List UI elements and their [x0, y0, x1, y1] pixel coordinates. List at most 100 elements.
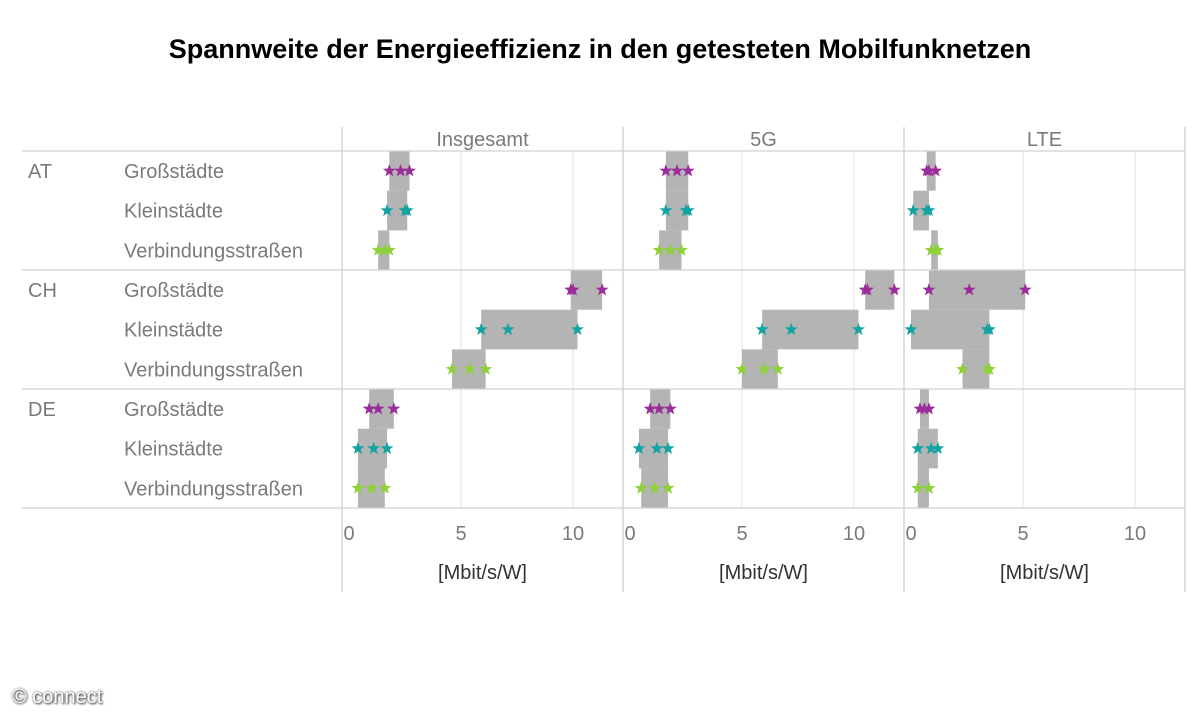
data-point-5g-ch-verbindungsstrassen-3 [771, 362, 785, 375]
tick-label-5g-0: 0 [624, 523, 635, 545]
data-point-5g-ch-kleinstaedte-2 [784, 322, 798, 336]
data-point-insgesamt-de-verbindungsstrassen-3 [378, 481, 392, 494]
data-point-insgesamt-ch-verbindungsstrassen-2 [463, 362, 477, 375]
data-point-insgesamt-ch-kleinstaedte-1 [474, 322, 488, 336]
data-point-insgesamt-ch-kleinstaedte-2 [501, 322, 515, 336]
data-point-insgesamt-de-verbindungsstrassen-1 [351, 481, 365, 494]
tick-label-insgesamt-0: 0 [343, 523, 354, 545]
range-bar-5g-at-kleinstaedte [665, 190, 689, 231]
tick-label-lte-10: 10 [1124, 523, 1146, 545]
data-point-lte-ch-verbindungsstrassen-1 [956, 362, 969, 375]
data-point-lte-de-verbindungsstrassen-1 [911, 481, 925, 494]
data-point-lte-ch-verbindungsstrassen-3 [982, 362, 996, 375]
data-point-5g-at-grossstaedte-1 [659, 164, 673, 177]
row-label-at-kleinstaedte: Kleinstädte [124, 201, 223, 223]
data-point-insgesamt-at-grossstaedte-2 [394, 164, 407, 177]
data-point-lte-ch-kleinstaedte-1 [904, 322, 918, 336]
data-point-insgesamt-at-verbindungsstrassen-1 [371, 243, 385, 256]
data-point-5g-de-verbindungsstrassen-2 [648, 481, 662, 494]
data-point-lte-at-grossstaedte-2 [922, 164, 936, 177]
row-label-de-grossstaedte: Großstädte [124, 399, 224, 421]
panel-header-lte: LTE [1027, 129, 1062, 151]
data-point-5g-at-grossstaedte-2 [670, 164, 684, 177]
row-label-at-grossstaedte: Großstädte [124, 161, 224, 183]
tick-label-lte-0: 0 [905, 523, 916, 545]
data-point-5g-ch-verbindungsstrassen-2 [757, 362, 771, 375]
data-point-lte-de-grossstaedte-2 [918, 402, 931, 415]
data-point-insgesamt-de-grossstaedte-3 [387, 402, 401, 415]
panel-header-insgesamt: Insgesamt [436, 129, 529, 151]
range-bar-lte-ch-grossstaedte [928, 270, 1026, 310]
group-label-ch: CH [28, 280, 57, 302]
range-bar-5g-ch-verbindungsstrassen [742, 349, 778, 390]
data-point-5g-at-kleinstaedte-1 [659, 203, 673, 217]
x-axis-label-5g: [Mbit/s/W] [719, 562, 808, 584]
data-point-5g-de-grossstaedte-1 [643, 402, 657, 415]
data-point-lte-at-kleinstaedte-1 [906, 203, 920, 217]
data-point-5g-ch-verbindungsstrassen-1 [735, 362, 749, 375]
data-point-lte-ch-kleinstaedte-3 [982, 322, 996, 336]
data-point-lte-at-grossstaedte-3 [929, 164, 943, 177]
data-point-lte-de-grossstaedte-1 [913, 402, 927, 415]
copyright-watermark: © connect [12, 686, 103, 708]
data-point-5g-at-verbindungsstrassen-3 [675, 243, 688, 256]
data-point-insgesamt-ch-verbindungsstrassen-1 [445, 362, 459, 375]
tick-label-5g-5: 5 [736, 523, 747, 545]
data-point-insgesamt-de-grossstaedte-1 [362, 402, 376, 415]
data-point-insgesamt-de-kleinstaedte-3 [380, 441, 394, 455]
tick-label-insgesamt-5: 5 [455, 523, 466, 545]
data-point-lte-at-verbindungsstrassen-3 [931, 243, 945, 256]
range-bar-lte-de-verbindungsstrassen [917, 468, 929, 509]
data-point-5g-at-verbindungsstrassen-1 [652, 243, 666, 256]
chart-title: Spannweite der Energieeffizienz in den g… [168, 34, 1032, 64]
data-point-5g-ch-grossstaedte-3 [887, 283, 901, 296]
data-point-insgesamt-at-grossstaedte-1 [382, 164, 396, 177]
data-point-5g-de-kleinstaedte-1 [632, 441, 646, 455]
range-bar-lte-at-kleinstaedte [913, 190, 929, 231]
range-bar-insgesamt-at-kleinstaedte [387, 190, 408, 231]
data-point-lte-de-kleinstaedte-3 [931, 441, 945, 455]
data-point-lte-ch-grossstaedte-2 [962, 283, 976, 296]
tick-label-insgesamt-10: 10 [562, 523, 584, 545]
row-label-ch-kleinstaedte: Kleinstädte [124, 320, 223, 342]
data-point-5g-ch-grossstaedte-2 [861, 283, 874, 296]
data-point-5g-de-verbindungsstrassen-1 [634, 481, 648, 494]
row-label-ch-verbindungsstrassen: Verbindungsstraßen [124, 359, 303, 381]
x-axis-label-insgesamt: [Mbit/s/W] [438, 562, 527, 584]
data-point-5g-ch-kleinstaedte-1 [755, 322, 769, 336]
data-point-lte-ch-grossstaedte-3 [1018, 283, 1032, 296]
group-label-de: DE [28, 399, 56, 421]
data-point-insgesamt-de-kleinstaedte-1 [351, 441, 365, 455]
data-point-insgesamt-at-grossstaedte-3 [403, 164, 416, 177]
data-point-5g-de-kleinstaedte-2 [650, 441, 664, 455]
row-label-ch-grossstaedte: Großstädte [124, 280, 224, 302]
range-bar-lte-ch-kleinstaedte [911, 309, 990, 350]
data-point-5g-ch-kleinstaedte-3 [852, 322, 865, 336]
data-point-lte-at-kleinstaedte-3 [922, 203, 936, 217]
row-label-de-kleinstaedte: Kleinstädte [124, 439, 223, 461]
data-point-5g-de-kleinstaedte-3 [661, 441, 675, 455]
tick-label-5g-10: 10 [843, 523, 865, 545]
data-point-5g-at-kleinstaedte-3 [681, 203, 695, 217]
data-point-5g-de-verbindungsstrassen-3 [661, 481, 675, 494]
data-point-insgesamt-ch-grossstaedte-2 [566, 283, 580, 296]
range-bar-insgesamt-ch-kleinstaedte [481, 309, 578, 350]
data-point-lte-ch-grossstaedte-1 [922, 283, 936, 296]
data-point-lte-de-verbindungsstrassen-3 [922, 481, 936, 494]
data-point-lte-de-kleinstaedte-1 [911, 441, 925, 455]
panel-header-5g: 5G [750, 129, 777, 151]
range-bar-5g-ch-kleinstaedte [762, 309, 859, 350]
data-point-insgesamt-ch-verbindungsstrassen-3 [479, 362, 493, 375]
data-point-insgesamt-de-grossstaedte-2 [371, 402, 385, 415]
data-point-5g-at-grossstaedte-3 [681, 164, 695, 177]
tick-label-lte-5: 5 [1017, 523, 1028, 545]
data-point-insgesamt-de-kleinstaedte-2 [367, 441, 381, 455]
data-point-5g-de-grossstaedte-2 [652, 402, 666, 415]
data-point-insgesamt-at-kleinstaedte-3 [400, 203, 414, 217]
data-point-insgesamt-at-verbindungsstrassen-3 [382, 243, 396, 256]
row-label-de-verbindungsstrassen: Verbindungsstraßen [124, 478, 303, 500]
data-point-5g-de-grossstaedte-3 [663, 402, 677, 415]
data-point-lte-de-grossstaedte-3 [922, 402, 936, 415]
x-axis-label-lte: [Mbit/s/W] [1000, 562, 1089, 584]
